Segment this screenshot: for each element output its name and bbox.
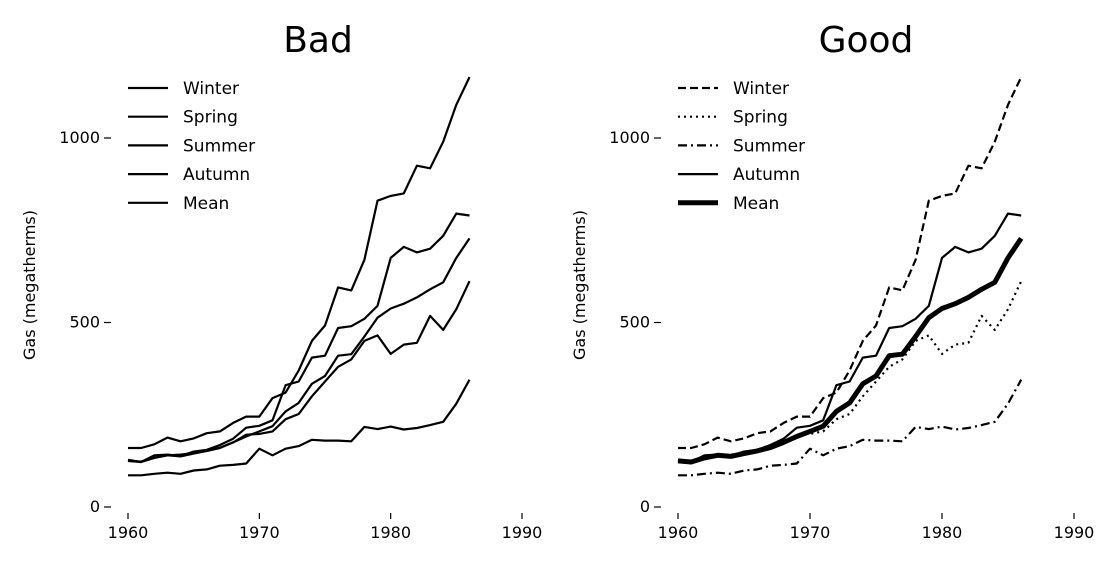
x-tick-label: 1990: [502, 523, 543, 542]
x-tick-label: 1970: [790, 523, 831, 542]
legend-label-spring: Spring: [183, 108, 238, 128]
y-tick-label: 1000: [59, 128, 100, 147]
chart-panel-0: Bad Gas (megatherms) 0 500 1000 1960 1970 1980 1…: [20, 20, 542, 542]
series-line-autumn: [677, 212, 1022, 464]
chart-title: Bad: [283, 20, 353, 61]
series-line-winter: [128, 76, 471, 450]
legend-label-mean: Mean: [183, 194, 229, 214]
y-tick-label: 500: [619, 313, 650, 332]
legend-label-spring: Spring: [733, 108, 788, 128]
x-tick-label: 1970: [239, 523, 280, 542]
series-line-summer: [128, 379, 471, 477]
x-tick-label: 1990: [1054, 523, 1095, 542]
legend-label-summer: Summer: [733, 136, 805, 156]
series-line-mean: [677, 236, 1024, 465]
series-line-winter: [678, 76, 1023, 450]
series-line-spring: [677, 280, 1023, 463]
legend-label-autumn: Autumn: [733, 165, 800, 185]
chart-panel-1: Good Gas (megatherms) 0 500 1000 1960 1970 1980…: [570, 20, 1094, 542]
legend-label-mean: Mean: [733, 194, 779, 214]
x-tick-label: 1960: [658, 523, 699, 542]
y-axis-label: Gas (megatherms): [570, 210, 589, 360]
y-tick-label: 0: [90, 497, 100, 516]
y-tick-label: 0: [640, 497, 650, 516]
legend-label-autumn: Autumn: [183, 165, 250, 185]
legend-label-winter: Winter: [733, 79, 789, 99]
x-tick-label: 1960: [108, 523, 149, 542]
x-tick-label: 1980: [370, 523, 411, 542]
x-tick-label: 1980: [922, 523, 963, 542]
legend-label-winter: Winter: [183, 79, 239, 99]
legend-label-summer: Summer: [183, 136, 255, 156]
y-tick-label: 1000: [609, 128, 650, 147]
series-line-mean: [127, 237, 471, 464]
y-tick-label: 500: [69, 313, 100, 332]
y-axis-label: Gas (megatherms): [20, 210, 39, 360]
chart-title: Good: [819, 20, 914, 61]
series-line-summer: [678, 379, 1023, 477]
